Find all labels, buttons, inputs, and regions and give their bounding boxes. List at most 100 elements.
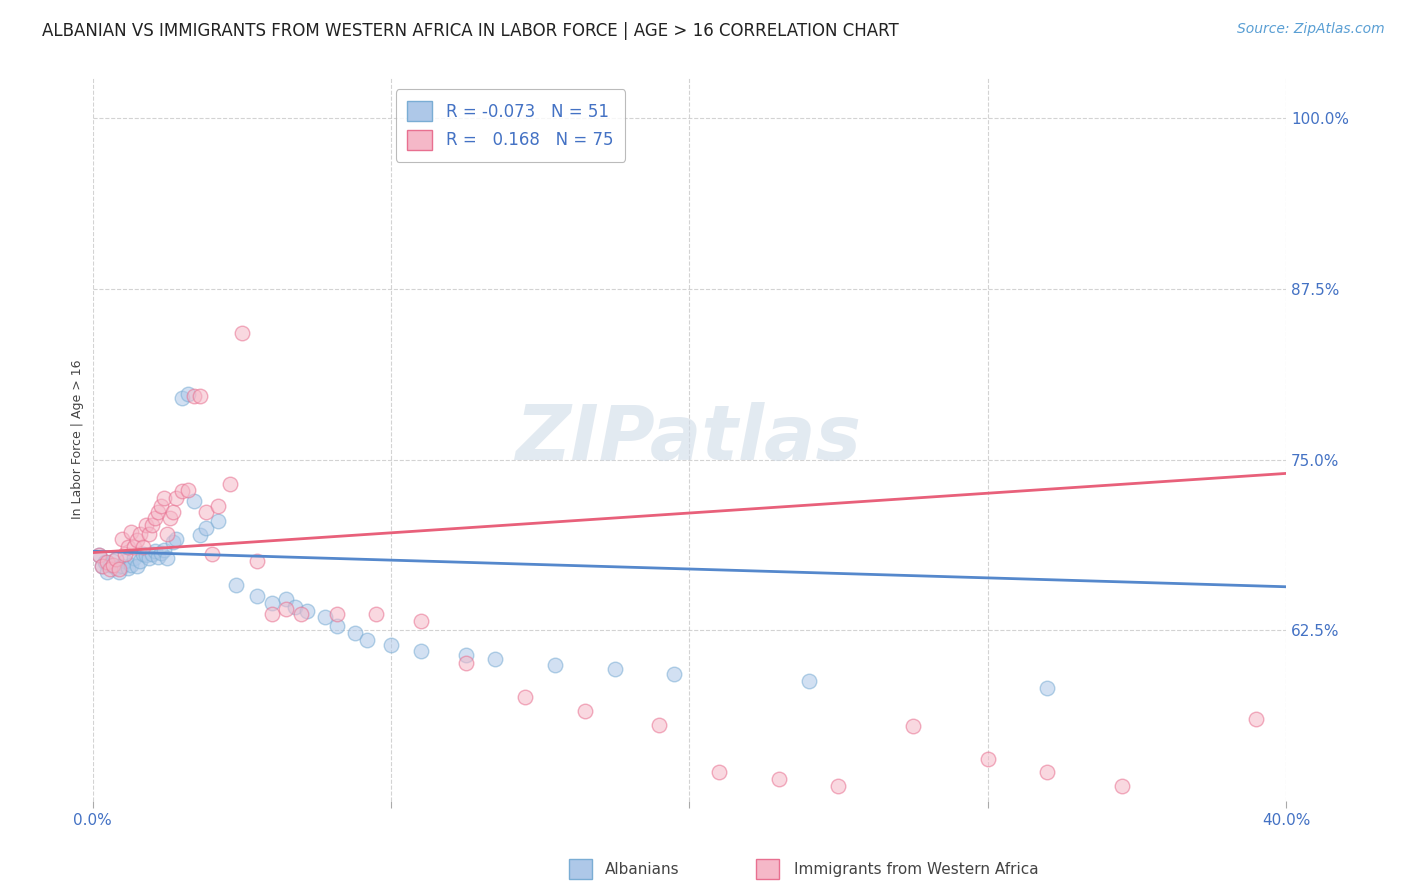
- Point: [380, 639, 402, 653]
- Point: [260, 596, 283, 610]
- Point: [120, 558, 142, 572]
- Point: [96, 565, 118, 579]
- Point: [515, 690, 537, 705]
- Legend: R = -0.073   N = 51, R =   0.168   N = 75: R = -0.073 N = 51, R = 0.168 N = 75: [395, 89, 624, 161]
- Point: [284, 600, 307, 615]
- Point: [124, 540, 146, 554]
- Point: [1111, 779, 1133, 793]
- Point: [297, 604, 319, 618]
- Point: [1244, 712, 1267, 726]
- Point: [143, 544, 166, 558]
- Text: ALBANIAN VS IMMIGRANTS FROM WESTERN AFRICA IN LABOR FORCE | AGE > 16 CORRELATION: ALBANIAN VS IMMIGRANTS FROM WESTERN AFRI…: [42, 22, 898, 40]
- Point: [165, 532, 187, 546]
- Point: [648, 717, 671, 731]
- Point: [194, 505, 217, 519]
- Point: [87, 549, 110, 563]
- Text: Albanians: Albanians: [605, 863, 679, 877]
- Point: [93, 555, 115, 569]
- Point: [188, 388, 211, 402]
- Point: [111, 532, 134, 546]
- Point: [246, 590, 269, 604]
- Point: [117, 540, 139, 554]
- Point: [135, 549, 157, 563]
- Point: [314, 609, 336, 624]
- Point: [117, 560, 139, 574]
- Point: [574, 704, 596, 718]
- Point: [127, 533, 149, 548]
- Point: [194, 521, 217, 535]
- Point: [162, 505, 184, 519]
- Point: [409, 614, 432, 628]
- Point: [156, 526, 179, 541]
- Point: [225, 578, 247, 592]
- Point: [207, 514, 229, 528]
- Point: [141, 518, 163, 533]
- Point: [183, 388, 205, 402]
- Point: [143, 511, 166, 525]
- Point: [1036, 681, 1059, 695]
- Point: [454, 657, 477, 671]
- Point: [138, 551, 160, 566]
- Point: [148, 505, 170, 519]
- Point: [976, 752, 998, 766]
- Point: [105, 552, 128, 566]
- Point: [90, 559, 112, 574]
- Point: [207, 499, 229, 513]
- Point: [188, 528, 211, 542]
- Point: [150, 499, 173, 513]
- Point: [165, 491, 187, 505]
- Point: [96, 555, 118, 569]
- Point: [1036, 765, 1059, 780]
- Point: [276, 592, 298, 607]
- Point: [356, 633, 378, 648]
- Point: [108, 562, 131, 576]
- Point: [103, 554, 125, 568]
- Point: [326, 619, 349, 633]
- Text: Immigrants from Western Africa: Immigrants from Western Africa: [794, 863, 1039, 877]
- Point: [276, 601, 298, 615]
- Point: [111, 559, 134, 574]
- Point: [159, 511, 181, 525]
- Point: [129, 554, 152, 568]
- Point: [231, 326, 253, 340]
- Text: Source: ZipAtlas.com: Source: ZipAtlas.com: [1237, 22, 1385, 37]
- Point: [344, 626, 367, 640]
- Point: [114, 547, 136, 561]
- Point: [103, 558, 125, 572]
- Point: [218, 477, 240, 491]
- Point: [132, 540, 155, 554]
- Point: [114, 554, 136, 568]
- Point: [105, 560, 128, 574]
- Point: [156, 551, 179, 566]
- Point: [177, 387, 200, 401]
- Point: [177, 483, 200, 497]
- Point: [664, 667, 686, 681]
- Point: [100, 558, 122, 572]
- Point: [901, 719, 924, 733]
- Point: [484, 652, 506, 666]
- Point: [326, 607, 349, 621]
- Point: [132, 547, 155, 561]
- Point: [120, 525, 142, 540]
- Y-axis label: In Labor Force | Age > 16: In Labor Force | Age > 16: [72, 359, 84, 519]
- Point: [90, 559, 112, 574]
- Point: [150, 546, 173, 560]
- Point: [454, 648, 477, 662]
- Point: [768, 772, 790, 787]
- Point: [108, 565, 131, 579]
- Point: [172, 484, 194, 499]
- Point: [290, 607, 312, 621]
- Point: [162, 534, 184, 549]
- Point: [201, 547, 224, 561]
- Point: [148, 549, 170, 564]
- Point: [100, 562, 122, 576]
- Point: [135, 518, 157, 533]
- Point: [1185, 835, 1208, 849]
- Point: [260, 607, 283, 621]
- Point: [364, 607, 387, 621]
- Point: [87, 549, 110, 563]
- Point: [707, 765, 730, 780]
- Point: [172, 392, 194, 406]
- Point: [124, 551, 146, 566]
- Text: ZIPatlas: ZIPatlas: [516, 402, 862, 476]
